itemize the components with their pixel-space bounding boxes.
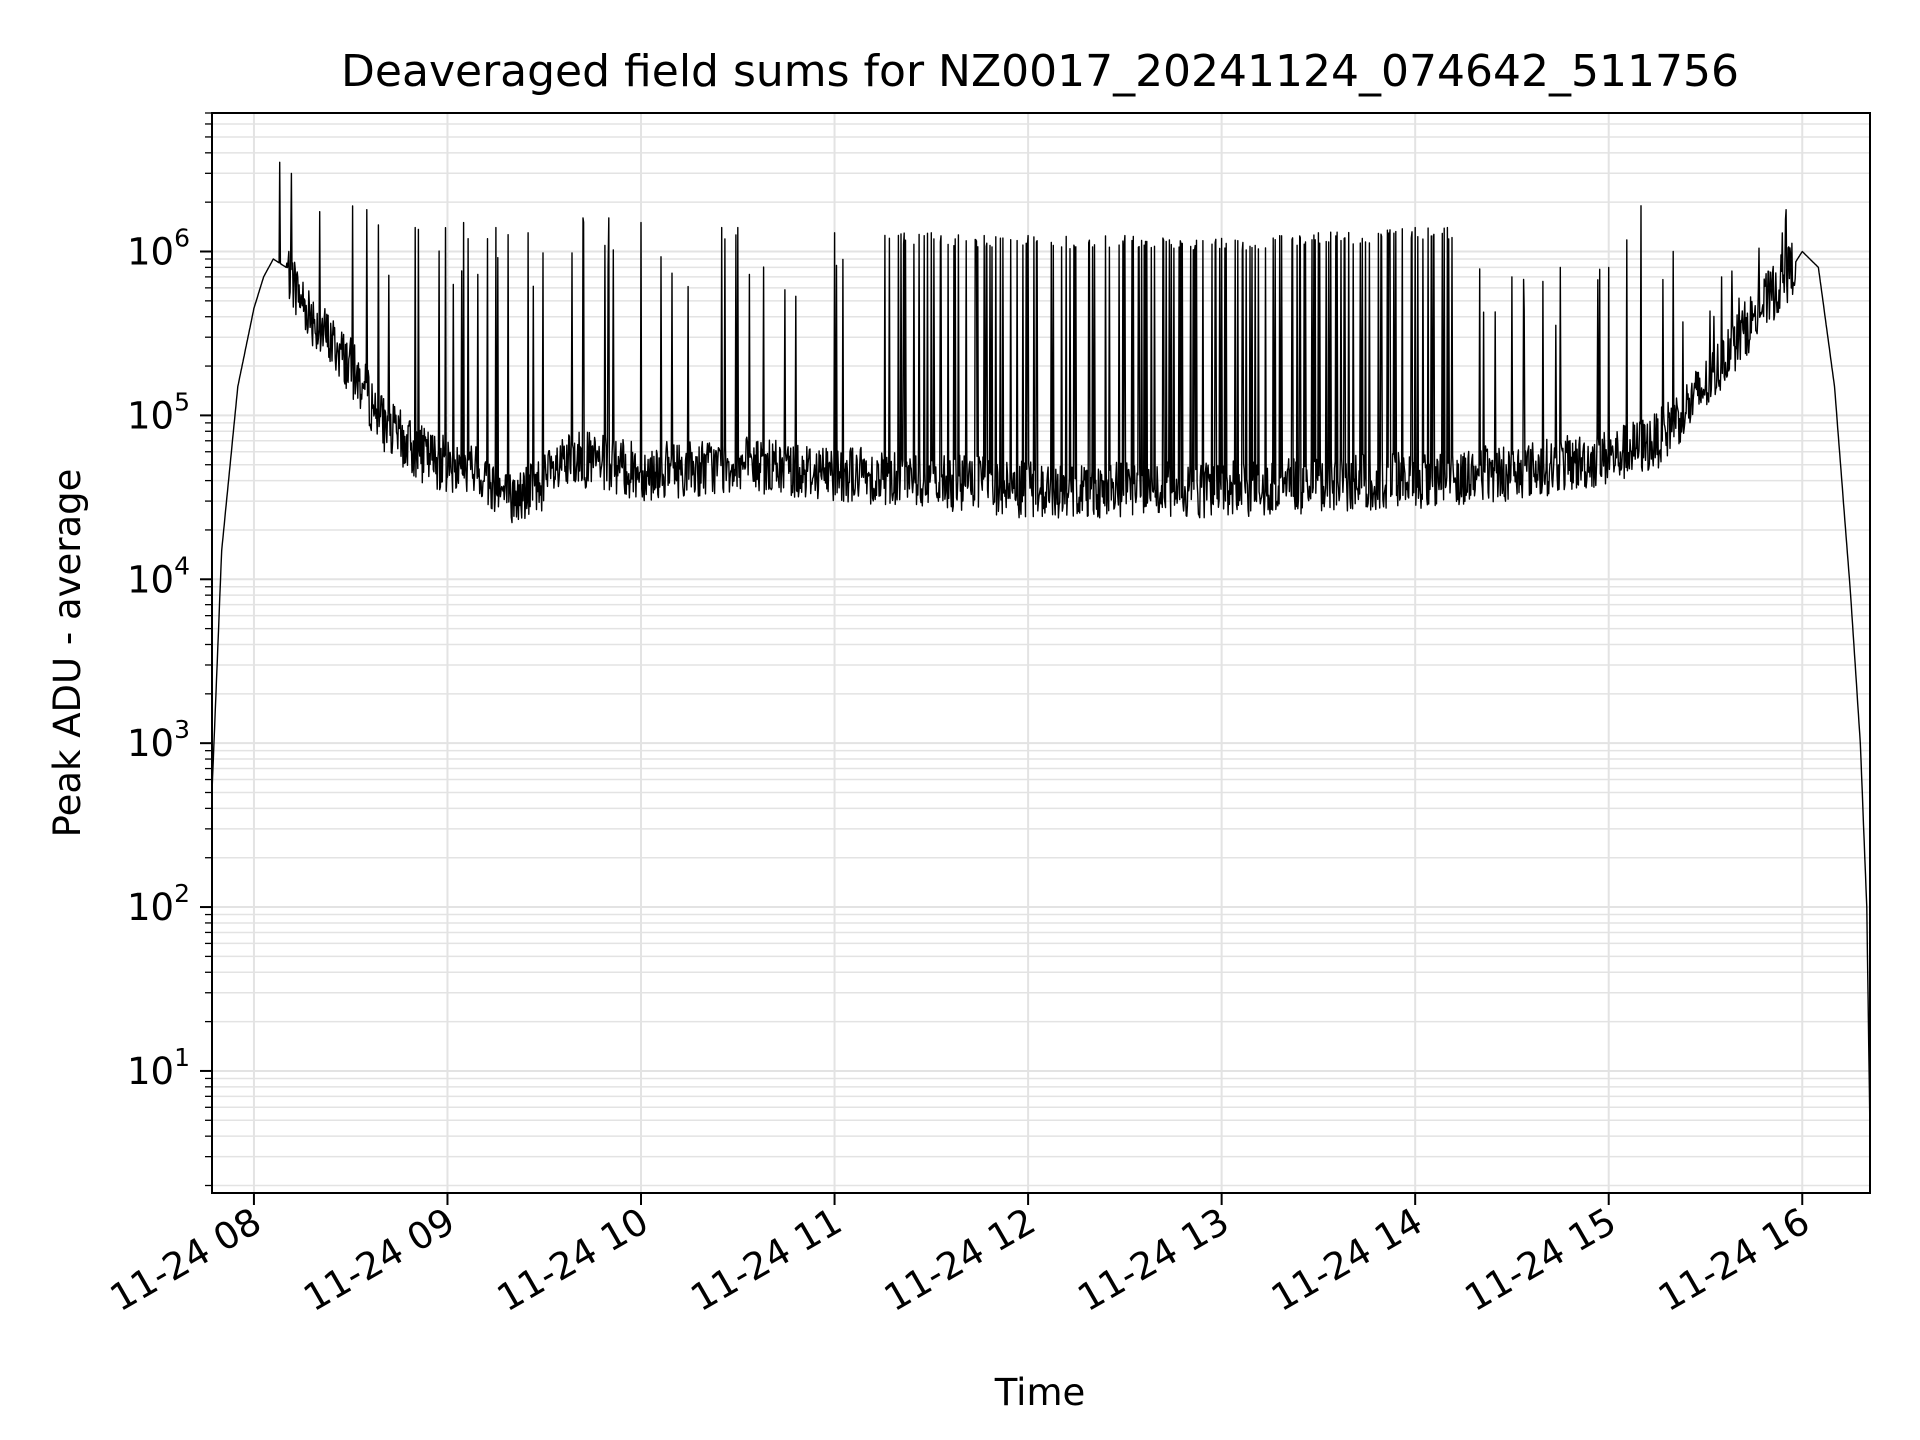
x-axis-label: Time xyxy=(994,1371,1086,1414)
chart-title: Deaveraged field sums for NZ0017_2024112… xyxy=(341,46,1739,97)
grid xyxy=(212,112,1870,1193)
axes-frame xyxy=(211,112,1871,1194)
y-tick-label: 103 xyxy=(127,715,190,765)
y-tick-label: 102 xyxy=(127,879,190,929)
series-line xyxy=(211,161,1871,1137)
plot-area xyxy=(211,161,1871,1137)
y-axis: 101 102 103 104 105 106 xyxy=(127,112,212,1187)
y-tick-label: 104 xyxy=(127,551,190,601)
y-axis-label: Peak ADU - average xyxy=(46,469,89,838)
y-tick-label: 105 xyxy=(127,387,190,437)
y-tick-label: 101 xyxy=(127,1043,190,1093)
y-tick-label: 106 xyxy=(127,224,190,274)
